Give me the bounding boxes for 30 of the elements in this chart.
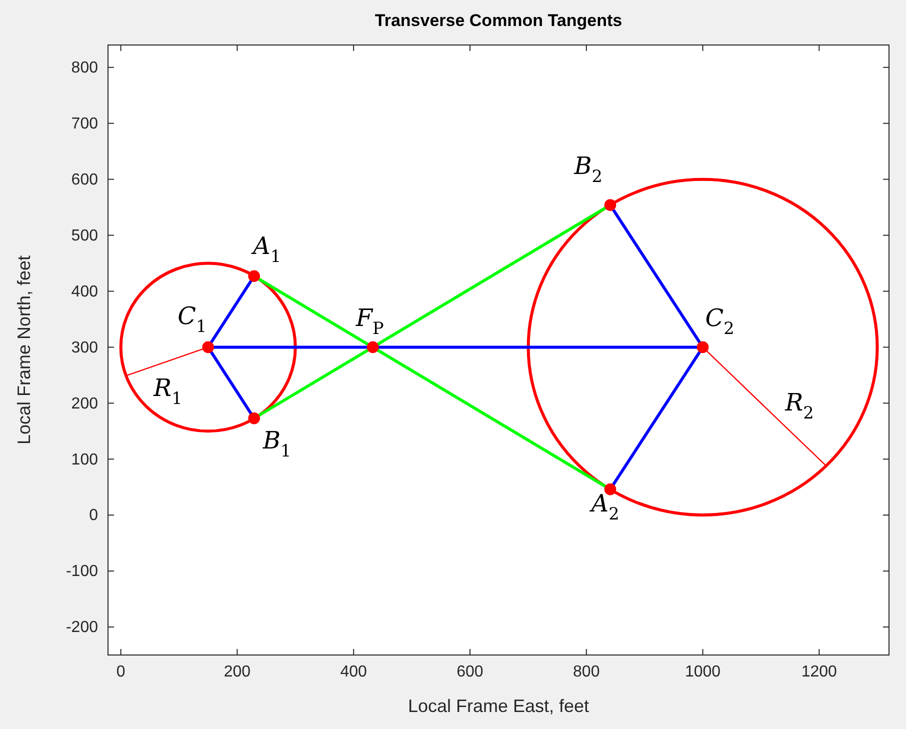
y-tick-label: 700 bbox=[71, 115, 98, 132]
x-tick-label: 800 bbox=[573, 663, 600, 680]
annotation: F$_{P}$ bbox=[354, 304, 384, 339]
annotation: A$_{1}$ bbox=[251, 232, 282, 266]
annotation: A$_{2}$ bbox=[589, 490, 620, 524]
x-axis-title: Local Frame East, feet bbox=[408, 696, 590, 716]
y-tick-label: -100 bbox=[66, 563, 98, 580]
y-tick-label: 0 bbox=[89, 507, 98, 524]
chart-title: Transverse Common Tangents bbox=[374, 11, 622, 30]
y-tick-label: 400 bbox=[71, 283, 98, 300]
y-tick-label: 200 bbox=[71, 395, 98, 412]
y-tick-label: 600 bbox=[71, 171, 98, 188]
annotation: B$_{1}$ bbox=[262, 426, 292, 461]
x-tick-label: 1000 bbox=[684, 663, 721, 680]
annotation: B$_{2}$ bbox=[573, 152, 602, 186]
x-tick-label: 1200 bbox=[801, 663, 838, 680]
x-tick-label: 0 bbox=[116, 663, 126, 680]
annotation: R$_{2}$ bbox=[784, 388, 814, 423]
y-tick-label: 500 bbox=[71, 227, 98, 244]
y-tick-label: -200 bbox=[66, 619, 98, 636]
x-tick-label: 600 bbox=[456, 663, 484, 680]
x-tick-label: 200 bbox=[224, 663, 251, 680]
x-tick-label: 400 bbox=[340, 663, 368, 680]
annotation: C$_{1}$ bbox=[178, 302, 207, 337]
y-tick-label: 300 bbox=[71, 339, 98, 356]
y-tick-label: 100 bbox=[71, 451, 98, 468]
y-axis-title: Local Frame North, feet bbox=[14, 255, 34, 445]
annotation: R$_{1}$ bbox=[152, 374, 182, 409]
annotation: C$_{2}$ bbox=[705, 304, 734, 339]
y-tick-label: 800 bbox=[71, 60, 98, 77]
